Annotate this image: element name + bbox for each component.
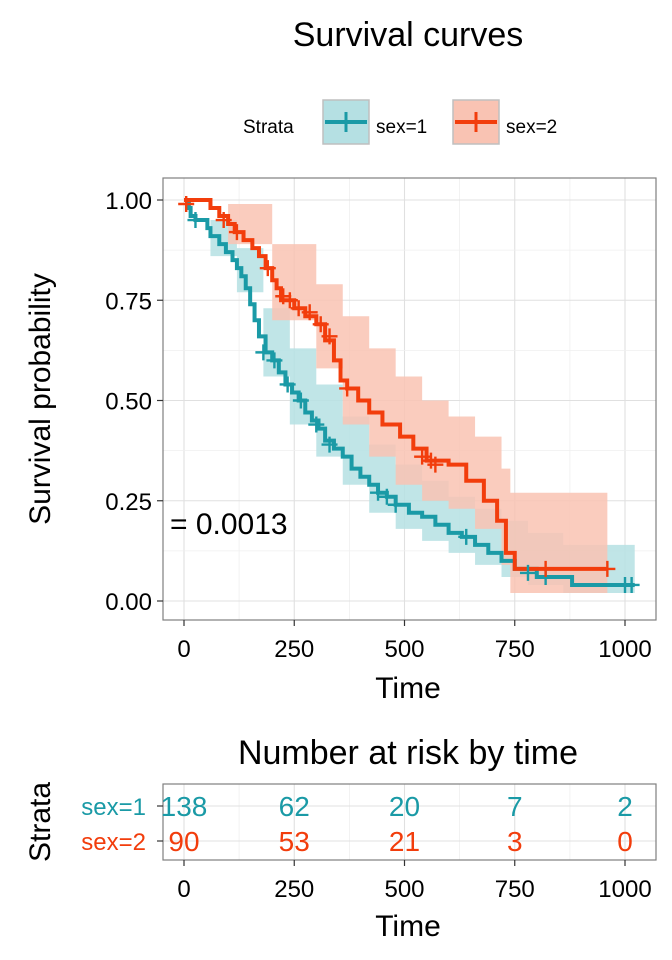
risk-count: 3 [507, 826, 523, 857]
x-tick-label: 250 [274, 636, 314, 663]
risk-count: 53 [279, 826, 310, 857]
censor-mark [321, 436, 338, 453]
y-axis-title: Survival probability [24, 273, 57, 525]
risk-table-grid [163, 784, 656, 860]
risk-table-panel: sex=1 138 62 20 7 2 sex=2 90 53 21 3 0 0 250 500 750 10… [81, 783, 657, 903]
risk-axis-ticks: 0 250 500 750 1000 [177, 860, 652, 903]
y-tick-label: 1.00 [105, 188, 152, 215]
risk-table-title: Number at risk by time [238, 734, 578, 772]
survival-curve-1 [184, 198, 635, 587]
x-axis-title: Time [375, 672, 441, 705]
risk-x-tick-label: 500 [384, 876, 424, 903]
plot-border [162, 177, 657, 621]
censor-mark [623, 576, 640, 593]
legend-title: Strata [243, 117, 294, 138]
x-tick-label: 500 [384, 636, 424, 663]
risk-count: 0 [617, 826, 633, 857]
risk-y-axis-title: Strata [24, 782, 57, 862]
legend-key-sex2 [452, 99, 500, 145]
risk-count: 20 [389, 791, 420, 822]
y-tick-label: 0.00 [105, 589, 152, 616]
censor-mark [301, 304, 318, 321]
censor-mark [308, 416, 325, 433]
censor-mark [599, 560, 616, 577]
censor-mark [275, 288, 292, 305]
risk-count: 138 [161, 791, 208, 822]
risk-x-tick-label: 1000 [598, 876, 651, 903]
risk-count: 21 [389, 826, 420, 857]
censor-mark [279, 376, 296, 393]
risk-count: 62 [279, 791, 310, 822]
y-tick-label: 0.25 [105, 489, 152, 516]
censor-mark [292, 392, 309, 409]
censor-mark [387, 496, 404, 513]
censor-mark [215, 212, 232, 229]
censor-mark [312, 316, 329, 333]
risk-x-axis-title: Time [375, 910, 441, 943]
x-tick-label: 1000 [598, 636, 651, 663]
x-tick-label: 0 [177, 636, 190, 663]
censor-marks [178, 196, 640, 593]
censor-mark [321, 328, 338, 345]
risk-x-tick-label: 250 [274, 876, 314, 903]
risk-table-cells: sex=1 138 62 20 7 2 sex=2 90 53 21 3 0 [81, 791, 633, 857]
censor-mark [427, 456, 444, 473]
legend-key-sex1 [322, 99, 370, 145]
risk-count: 7 [507, 791, 523, 822]
risk-count: 2 [617, 791, 633, 822]
y-tick-label: 0.75 [105, 288, 152, 315]
censor-mark [537, 560, 554, 577]
censor-mark [370, 484, 387, 501]
censor-mark [255, 344, 272, 361]
legend-label-sex2: sex=2 [506, 117, 557, 138]
censor-mark [266, 352, 283, 369]
legend: Strata sex=1 sex=2 [243, 99, 557, 145]
censor-mark [187, 212, 204, 229]
censor-mark [519, 564, 536, 581]
censor-mark [339, 380, 356, 397]
censor-mark [259, 260, 276, 277]
risk-strata-label: sex=1 [81, 794, 146, 821]
risk-table-border [162, 783, 657, 861]
censor-mark [414, 448, 431, 465]
x-tick-label: 750 [495, 636, 535, 663]
p-value-annotation: = 0.0013 [170, 508, 288, 541]
legend-label-sex1: sex=1 [376, 117, 427, 138]
risk-x-tick-label: 750 [495, 876, 535, 903]
risk-strata-label: sex=2 [81, 829, 146, 856]
axis-ticks: 0 250 500 750 1000 0.00 0.25 0.50 0.75 1.00 [105, 188, 651, 663]
censor-mark [378, 488, 395, 505]
censor-mark [281, 292, 298, 309]
survival-plot-panel: 0 250 500 750 1000 0.00 0.25 0.50 0.75 1.00 = 0.0… [105, 177, 657, 663]
risk-count: 90 [168, 826, 199, 857]
risk-x-tick-label: 0 [177, 876, 190, 903]
censor-mark [458, 528, 475, 545]
chart-title: Survival curves [293, 16, 524, 54]
censor-mark [178, 196, 195, 213]
y-tick-label: 0.50 [105, 389, 152, 416]
censor-mark [228, 224, 245, 241]
censor-mark [290, 300, 307, 317]
